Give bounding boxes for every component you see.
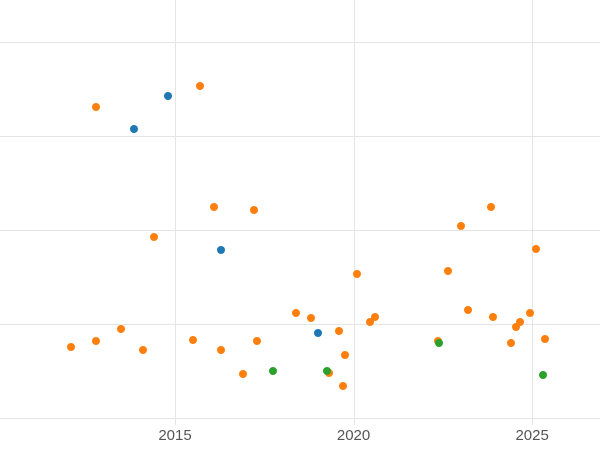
data-point [487, 203, 496, 212]
data-point [129, 125, 138, 134]
data-point [515, 318, 524, 327]
data-point [149, 233, 158, 242]
y-gridline [0, 42, 600, 44]
x-tick-label: 2025 [515, 427, 549, 444]
data-point [306, 313, 315, 322]
data-point [444, 266, 453, 275]
data-point [249, 205, 258, 214]
data-point [269, 366, 278, 375]
data-point [188, 336, 197, 344]
x-tick-label: 2015 [158, 427, 192, 444]
data-point [217, 246, 226, 255]
data-point [92, 336, 101, 345]
data-point [210, 203, 219, 212]
data-point [340, 351, 349, 360]
data-point [313, 328, 322, 337]
data-point [365, 318, 374, 327]
data-point [456, 221, 465, 230]
x-axis: 2015 2020 2025 [0, 425, 600, 450]
data-point [138, 345, 147, 354]
data-point [117, 325, 126, 334]
data-point [253, 336, 262, 345]
y-gridline [0, 324, 600, 326]
x-tick-label: 2020 [336, 427, 371, 444]
data-point [322, 366, 331, 375]
data-point [506, 338, 515, 347]
data-point [67, 343, 76, 352]
y-gridline [0, 136, 600, 138]
plot-area [0, 0, 600, 425]
data-point [463, 305, 472, 314]
data-point [526, 309, 535, 318]
y-gridline [0, 417, 600, 419]
data-point [538, 371, 547, 380]
x-gridline [532, 0, 534, 425]
data-point [512, 322, 521, 331]
x-gridline [175, 0, 176, 425]
x-gridline [353, 0, 355, 425]
data-point [338, 382, 347, 391]
data-point [292, 309, 301, 318]
data-point [196, 82, 204, 91]
data-point [531, 244, 540, 253]
data-point [335, 327, 344, 336]
data-point [163, 92, 172, 101]
data-point [540, 335, 549, 344]
data-point [217, 345, 226, 354]
data-point [238, 369, 247, 378]
data-point [353, 270, 362, 279]
data-point [435, 338, 444, 347]
y-gridline [0, 230, 600, 232]
data-point [371, 312, 379, 321]
data-point [488, 312, 497, 321]
data-point [92, 103, 101, 112]
